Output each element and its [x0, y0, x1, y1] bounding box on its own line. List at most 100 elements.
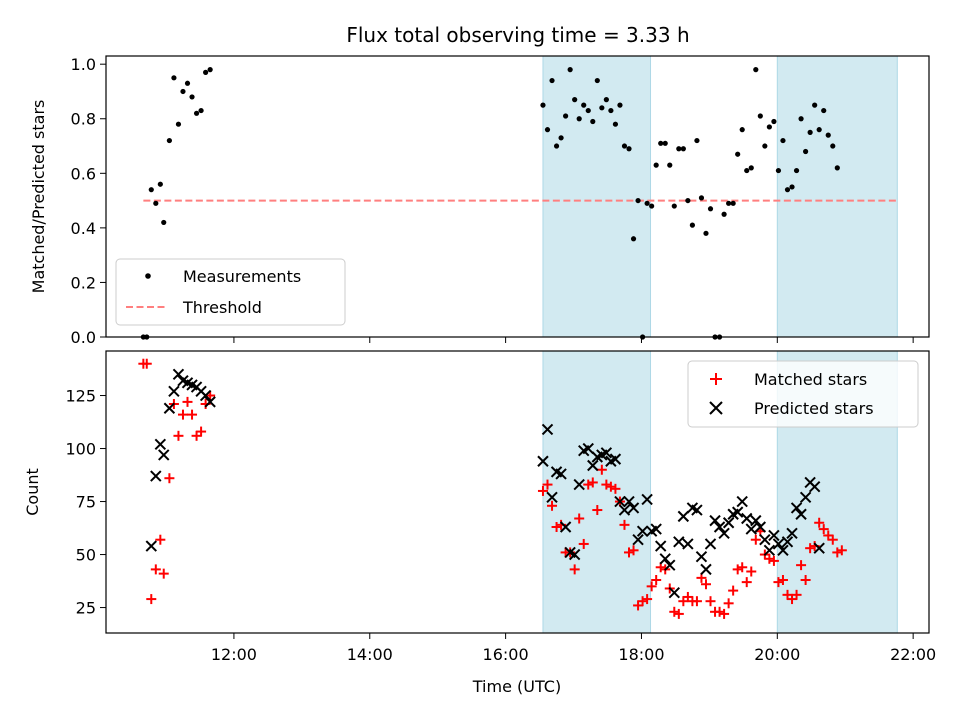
predicted-star-point [154, 438, 167, 451]
matched-star-point [764, 553, 775, 564]
matched-star-point [669, 606, 680, 617]
predicted-x-b [781, 536, 794, 548]
measurement-point [807, 129, 813, 135]
measurement-point [748, 165, 754, 171]
predicted-star-point [718, 527, 730, 540]
predicted-star-point [677, 510, 690, 523]
predicted-star-point [750, 514, 762, 527]
measurement-points [140, 67, 840, 340]
top-axes-frame [105, 55, 930, 338]
predicted-stars-points [145, 368, 825, 599]
measurement-point [803, 148, 809, 155]
predicted-x-b [555, 468, 567, 480]
measurement-point [540, 102, 546, 108]
predicted-x-b [568, 548, 581, 561]
matched-star-point [542, 479, 553, 490]
measurement-point [812, 102, 818, 108]
top-plot: 0.0 0.2 0.4 0.6 0.8 1.0 Matched/Predicted sta… [29, 55, 930, 347]
predicted-star-point [790, 502, 803, 514]
predicted-x-b [641, 493, 653, 506]
predicted-x-b [600, 447, 613, 459]
predicted-x-b [564, 546, 576, 559]
matched-star-point [651, 574, 662, 585]
legend-measurements-label: Measurements [183, 267, 301, 286]
predicted-x-b [763, 544, 776, 557]
predicted-star-point [736, 495, 748, 508]
predicted-star-point [555, 468, 567, 480]
predicted-x-b [768, 529, 780, 542]
predicted-x-b [736, 495, 748, 508]
predicted-x-b [700, 563, 712, 576]
measurement-point [762, 143, 768, 149]
measurement-point [621, 143, 628, 149]
measurement-point [171, 75, 177, 81]
predicted-x-b [677, 510, 690, 523]
measurement-point [612, 121, 619, 127]
predicted-x-b [731, 506, 744, 518]
predicted-x-b [632, 533, 644, 546]
measurement-point [649, 203, 655, 209]
predicted-star-point [204, 396, 216, 408]
predicted-x-b [695, 550, 708, 563]
matched-star-point [691, 596, 702, 607]
predicted-star-point [673, 536, 685, 548]
measurement-point [635, 197, 641, 204]
predicted-star-point [150, 470, 162, 482]
measurement-point [821, 107, 827, 114]
predicted-star-point [768, 529, 780, 542]
measurement-point [798, 116, 804, 122]
matched-star-point [714, 606, 725, 617]
matched-star-point [646, 581, 657, 592]
measurement-point [789, 184, 795, 190]
predicted-x-b [772, 538, 785, 550]
predicted-x-b [587, 459, 599, 472]
predicted-star-point [618, 504, 631, 516]
measurement-point [830, 143, 836, 149]
x-tick-label: 18:00 [618, 645, 664, 664]
predicted-star-point [786, 527, 798, 540]
predicted-star-point [163, 402, 176, 414]
predicted-star-point [745, 523, 757, 535]
matched-star-point [637, 596, 648, 607]
predicted-x-b [790, 502, 803, 514]
predicted-star-point [654, 540, 667, 552]
top-x-ticks [233, 337, 914, 343]
predicted-star-point [199, 389, 212, 402]
measurement-point [680, 146, 686, 152]
predicted-star-point [659, 553, 671, 565]
measurement-point [608, 107, 614, 114]
predicted-x-b [722, 517, 735, 529]
measurement-point [766, 124, 772, 130]
predicted-x-b [808, 480, 821, 493]
measurement-point [676, 146, 682, 152]
matched-star-point [537, 485, 548, 496]
predicted-star-point [582, 442, 594, 455]
predicted-star-point [799, 491, 812, 504]
predicted-star-point [741, 512, 753, 525]
predicted-x-b [664, 559, 676, 571]
predicted-x-b [754, 521, 767, 533]
matched-star-point [583, 479, 594, 490]
predicted-x-b [199, 389, 212, 402]
legend-measurements-marker [145, 273, 151, 279]
x-axis-label: Time (UTC) [472, 677, 561, 696]
measurement-point [558, 135, 564, 141]
predicted-star-point [763, 544, 776, 557]
predicted-x-b [750, 514, 762, 527]
measurement-point [753, 67, 759, 73]
predicted-star-point [158, 449, 170, 461]
top-y-tick-label: 1.0 [71, 55, 96, 74]
predicted-star-point [172, 368, 185, 381]
predicted-star-point [145, 540, 157, 552]
measurement-point [730, 200, 736, 206]
predicted-star-point [600, 447, 613, 459]
measurement-point [581, 102, 587, 108]
shaded-interval-1 [542, 55, 652, 338]
measurement-point [157, 181, 163, 187]
matched-star-point [737, 562, 748, 573]
matched-star-point [155, 534, 166, 545]
measurement-point [544, 127, 551, 133]
measurement-point [726, 200, 732, 206]
matched-star-point [150, 564, 161, 575]
measurement-point [735, 151, 741, 157]
